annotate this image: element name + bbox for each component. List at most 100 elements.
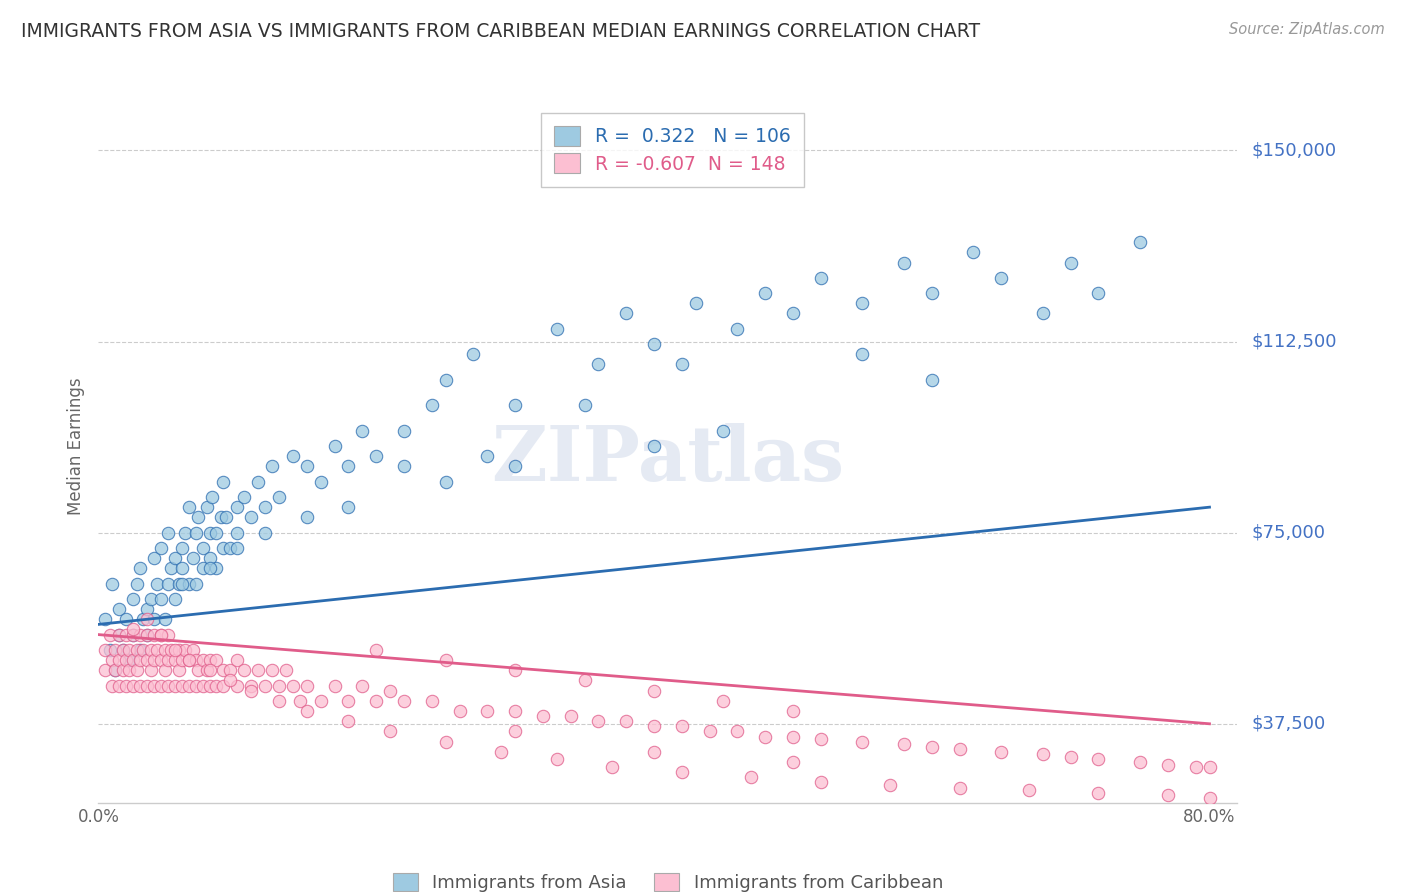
Point xyxy=(122,679,145,693)
Point xyxy=(614,306,637,320)
Point xyxy=(118,663,141,677)
Point xyxy=(141,643,163,657)
Point xyxy=(187,663,209,677)
Point xyxy=(181,643,204,657)
Point xyxy=(240,510,263,524)
Point xyxy=(159,643,181,657)
Point xyxy=(149,653,172,667)
Point xyxy=(212,663,235,677)
Point xyxy=(699,724,721,739)
Point xyxy=(503,459,526,474)
Point xyxy=(170,679,193,693)
Point xyxy=(851,347,873,361)
Point xyxy=(274,663,297,677)
Point xyxy=(1032,306,1054,320)
Point xyxy=(267,679,290,693)
Point xyxy=(600,760,623,774)
Point xyxy=(167,643,190,657)
Point xyxy=(94,612,117,626)
Point xyxy=(104,663,127,677)
Point xyxy=(141,591,163,606)
Point xyxy=(198,551,221,566)
Point xyxy=(191,561,214,575)
Point xyxy=(153,612,176,626)
Point xyxy=(810,270,832,285)
Point xyxy=(281,679,304,693)
Legend: Immigrants from Asia, Immigrants from Caribbean: Immigrants from Asia, Immigrants from Ca… xyxy=(382,862,953,892)
Point xyxy=(921,286,943,301)
Point xyxy=(167,576,190,591)
Point xyxy=(288,694,311,708)
Text: $112,500: $112,500 xyxy=(1251,333,1337,351)
Point xyxy=(560,709,582,723)
Point xyxy=(574,398,596,412)
Point xyxy=(101,576,124,591)
Point xyxy=(1087,786,1109,800)
Point xyxy=(281,449,304,463)
Point xyxy=(156,627,179,641)
Text: $150,000: $150,000 xyxy=(1251,141,1336,160)
Point xyxy=(254,500,277,515)
Point xyxy=(226,525,249,540)
Point xyxy=(195,500,218,515)
Point xyxy=(1087,752,1109,766)
Point xyxy=(990,745,1012,759)
Point xyxy=(156,576,179,591)
Text: Source: ZipAtlas.com: Source: ZipAtlas.com xyxy=(1229,22,1385,37)
Point xyxy=(295,679,318,693)
Point xyxy=(98,643,121,657)
Point xyxy=(167,663,190,677)
Point xyxy=(205,525,228,540)
Point xyxy=(643,745,665,759)
Point xyxy=(136,679,159,693)
Point xyxy=(434,373,457,387)
Point xyxy=(295,459,318,474)
Point xyxy=(143,653,166,667)
Text: $75,000: $75,000 xyxy=(1251,524,1326,541)
Point xyxy=(392,459,415,474)
Point xyxy=(1059,255,1081,269)
Point xyxy=(434,475,457,489)
Point xyxy=(323,439,346,453)
Point xyxy=(115,612,138,626)
Point xyxy=(215,510,238,524)
Point xyxy=(219,541,242,555)
Point xyxy=(1129,755,1152,769)
Point xyxy=(247,475,270,489)
Point xyxy=(337,500,360,515)
Point xyxy=(198,679,221,693)
Point xyxy=(118,643,141,657)
Point xyxy=(94,663,117,677)
Point xyxy=(725,322,748,336)
Point xyxy=(477,449,499,463)
Point xyxy=(851,296,873,310)
Point xyxy=(1198,760,1220,774)
Point xyxy=(1129,235,1152,249)
Point xyxy=(337,694,360,708)
Point xyxy=(94,643,117,657)
Point xyxy=(127,663,149,677)
Point xyxy=(782,730,804,744)
Point xyxy=(588,714,610,729)
Point xyxy=(156,525,179,540)
Point xyxy=(177,500,200,515)
Point xyxy=(163,679,186,693)
Point xyxy=(219,663,242,677)
Point xyxy=(184,679,207,693)
Point xyxy=(643,719,665,733)
Point xyxy=(136,612,159,626)
Point xyxy=(149,627,172,641)
Point xyxy=(392,424,415,438)
Point xyxy=(108,653,131,667)
Point xyxy=(115,679,138,693)
Point xyxy=(163,653,186,667)
Point xyxy=(352,424,374,438)
Point xyxy=(962,245,984,260)
Point xyxy=(948,742,970,756)
Point xyxy=(588,358,610,372)
Point xyxy=(129,561,152,575)
Point xyxy=(173,643,195,657)
Text: ZIPatlas: ZIPatlas xyxy=(491,424,845,497)
Point xyxy=(546,322,568,336)
Point xyxy=(477,704,499,718)
